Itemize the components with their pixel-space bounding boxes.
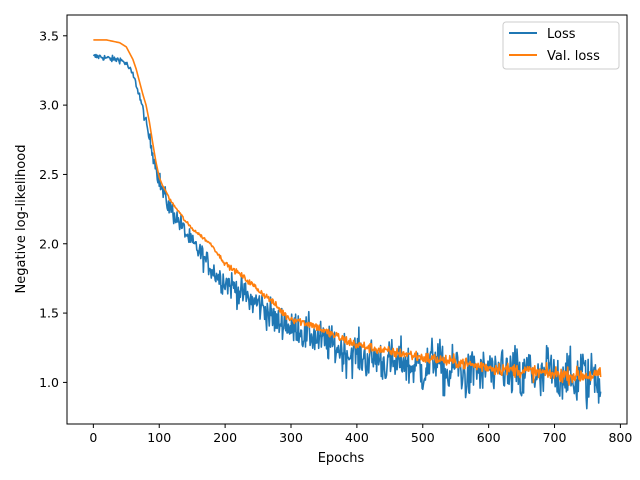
x-tick-label: 800: [608, 430, 632, 445]
plot-frame: [66, 14, 628, 425]
x-tick-label: 0: [89, 430, 97, 445]
y-tick-label: 3.5: [39, 28, 59, 43]
x-ticks: 0 100 200 300 400 500 600 700 800: [89, 424, 632, 445]
y-tick-label: 2.0: [39, 236, 59, 251]
y-axis-label: Negative log-likelihood: [14, 145, 29, 294]
y-ticks: 1.0 1.5 2.0 2.5 3.0 3.5: [39, 28, 67, 390]
x-tick-label: 200: [213, 430, 237, 445]
x-tick-label: 600: [477, 430, 501, 445]
x-tick-label: 100: [147, 430, 171, 445]
series-line-val-loss: [93, 39, 602, 386]
x-tick-label: 700: [543, 430, 567, 445]
y-tick-label: 3.0: [39, 98, 59, 113]
y-tick-label: 1.5: [39, 306, 59, 321]
y-tick-label: 1.0: [39, 375, 59, 390]
legend-label-val-loss: Val. loss: [547, 49, 600, 64]
y-tick-label: 2.5: [39, 167, 59, 182]
series-line-loss: [92, 53, 602, 410]
x-axis-label: Epochs: [318, 451, 365, 466]
legend: Loss Val. loss: [502, 21, 620, 70]
series-layer: [92, 39, 602, 410]
x-tick-label: 400: [345, 430, 369, 445]
legend-label-loss: Loss: [547, 27, 576, 42]
x-tick-label: 300: [279, 430, 303, 445]
x-tick-label: 500: [411, 430, 435, 445]
